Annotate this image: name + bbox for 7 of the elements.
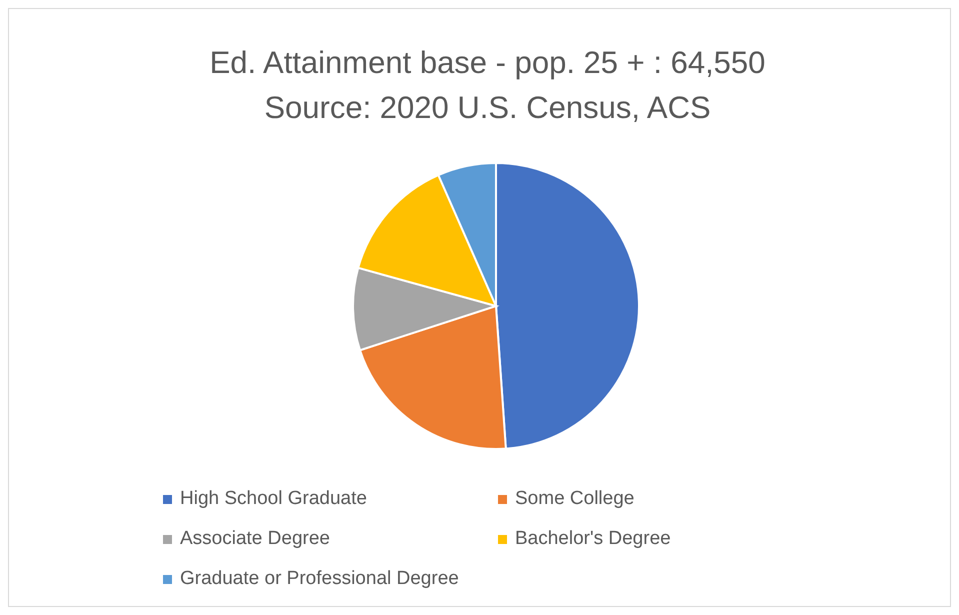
chart-title: Ed. Attainment base - pop. 25 + : 64,550 — [210, 45, 766, 80]
legend-label: Graduate or Professional Degree — [180, 568, 459, 589]
legend-label: Some College — [515, 488, 634, 509]
legend-label: High School Graduate — [180, 488, 367, 509]
legend-label: Associate Degree — [180, 528, 330, 549]
chart-subtitle: Source: 2020 U.S. Census, ACS — [264, 90, 711, 125]
legend-label: Bachelor's Degree — [515, 528, 671, 549]
